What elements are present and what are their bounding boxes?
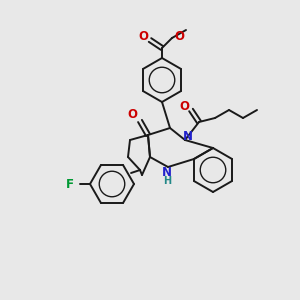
Text: O: O: [174, 31, 184, 44]
Text: F: F: [66, 178, 74, 190]
Text: N: N: [183, 130, 193, 142]
Text: N: N: [162, 166, 172, 178]
Text: O: O: [138, 31, 148, 44]
Text: H: H: [163, 176, 171, 186]
Text: O: O: [127, 109, 137, 122]
Text: O: O: [179, 100, 189, 113]
